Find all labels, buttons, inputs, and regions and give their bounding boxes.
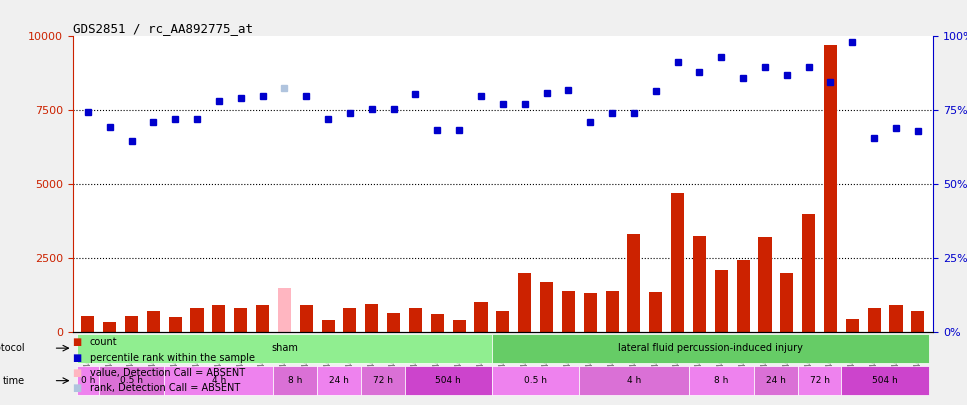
Bar [693, 236, 706, 332]
Text: 8 h: 8 h [714, 376, 728, 385]
Bar [190, 308, 204, 332]
Bar [715, 270, 728, 332]
Bar [103, 322, 116, 332]
Text: 504 h: 504 h [872, 376, 898, 385]
Bar [841, 366, 928, 395]
Text: 24 h: 24 h [329, 376, 349, 385]
Text: ■: ■ [73, 337, 82, 347]
Bar [867, 308, 881, 332]
Bar [125, 315, 138, 332]
Text: 72 h: 72 h [809, 376, 830, 385]
Text: 24 h: 24 h [766, 376, 786, 385]
Bar [780, 273, 793, 332]
Bar [300, 305, 312, 332]
Bar [256, 305, 269, 332]
Text: 0 h: 0 h [80, 376, 95, 385]
Bar [802, 214, 815, 332]
Bar [518, 273, 531, 332]
Bar [798, 366, 841, 395]
Bar [77, 366, 99, 395]
Text: 4 h: 4 h [627, 376, 641, 385]
Bar [492, 366, 579, 395]
Bar [81, 315, 95, 332]
Bar [890, 305, 902, 332]
Bar [628, 234, 640, 332]
Bar [317, 366, 361, 395]
Bar [147, 311, 160, 332]
Text: sham: sham [271, 343, 298, 353]
Text: ■: ■ [73, 368, 82, 378]
Bar [737, 260, 749, 332]
Text: lateral fluid percussion-induced injury: lateral fluid percussion-induced injury [618, 343, 803, 353]
Text: protocol: protocol [0, 343, 25, 353]
Text: time: time [3, 376, 25, 386]
Bar [579, 366, 689, 395]
Bar [475, 303, 487, 332]
Bar [322, 320, 335, 332]
Text: rank, Detection Call = ABSENT: rank, Detection Call = ABSENT [90, 384, 240, 393]
Bar [409, 308, 422, 332]
Bar [453, 320, 466, 332]
Bar [605, 290, 619, 332]
Bar [430, 314, 444, 332]
Text: 0.5 h: 0.5 h [120, 376, 143, 385]
Bar [846, 319, 859, 332]
Bar [213, 305, 225, 332]
Bar [911, 311, 924, 332]
Text: percentile rank within the sample: percentile rank within the sample [90, 353, 255, 362]
Bar [99, 366, 164, 395]
Bar [274, 366, 317, 395]
Bar [584, 294, 597, 332]
Text: count: count [90, 337, 118, 347]
Bar [649, 292, 662, 332]
Bar [278, 288, 291, 332]
Text: ■: ■ [73, 353, 82, 362]
Text: 4 h: 4 h [212, 376, 226, 385]
Bar [689, 366, 754, 395]
Bar [361, 366, 404, 395]
Bar [366, 304, 378, 332]
Bar [404, 366, 492, 395]
Text: 0.5 h: 0.5 h [524, 376, 547, 385]
Bar [540, 281, 553, 332]
Bar [671, 193, 684, 332]
Text: ■: ■ [73, 384, 82, 393]
Bar [234, 308, 248, 332]
Bar [77, 334, 492, 363]
Bar [758, 237, 772, 332]
Text: value, Detection Call = ABSENT: value, Detection Call = ABSENT [90, 368, 245, 378]
Bar [492, 334, 928, 363]
Bar [164, 366, 274, 395]
Text: 8 h: 8 h [288, 376, 303, 385]
Text: GDS2851 / rc_AA892775_at: GDS2851 / rc_AA892775_at [73, 22, 252, 35]
Bar [168, 317, 182, 332]
Bar [343, 308, 357, 332]
Bar [496, 311, 510, 332]
Text: 72 h: 72 h [372, 376, 393, 385]
Bar [562, 290, 575, 332]
Text: 504 h: 504 h [435, 376, 461, 385]
Bar [754, 366, 798, 395]
Bar [387, 313, 400, 332]
Bar [824, 45, 837, 332]
